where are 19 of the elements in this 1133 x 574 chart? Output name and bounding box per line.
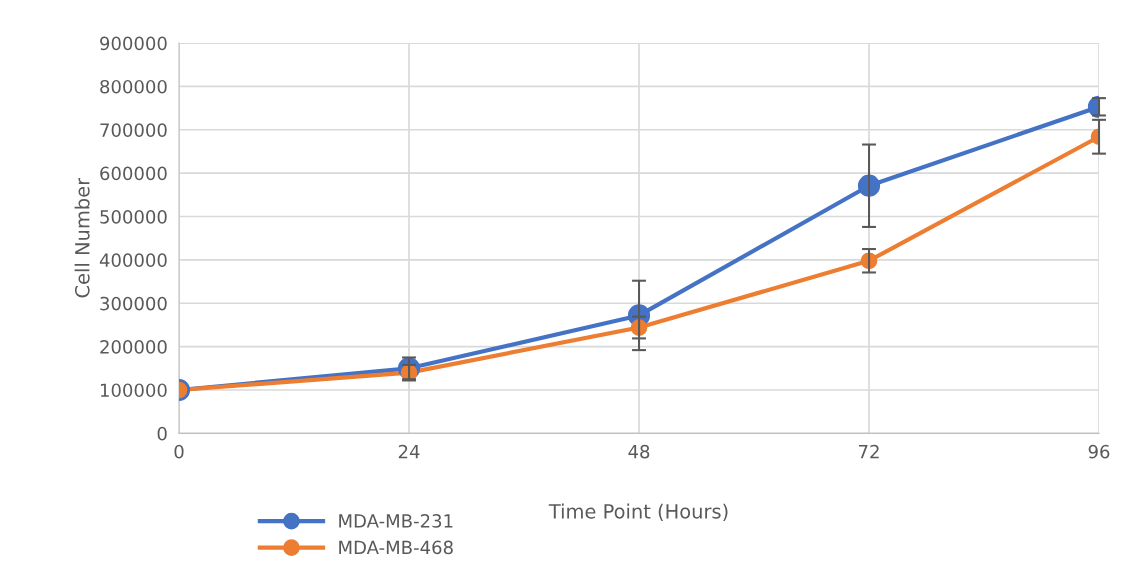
y-tick-label: 300000: [100, 296, 167, 311]
y-tick-label: 600000: [100, 166, 167, 181]
x-tick-label: 96: [1088, 444, 1110, 459]
y-tick-label: 0: [157, 426, 167, 441]
y-tick-label: 500000: [100, 209, 167, 224]
y-tick-label: 200000: [100, 340, 167, 354]
legend-label: MDA-MB-468: [339, 540, 453, 555]
x-tick-label: 0: [174, 444, 184, 459]
y-axis-title: Cell Number: [74, 177, 90, 298]
x-tick-label: 72: [859, 444, 879, 459]
y-tick-label: 400000: [99, 253, 167, 268]
x-axis-title: Time Point (Hours): [548, 503, 728, 521]
y-tick-label: 100000: [100, 383, 167, 398]
x-tick-label: 24: [398, 444, 420, 459]
y-tick-label: 900000: [100, 36, 167, 51]
y-tick-label: 800000: [100, 79, 167, 94]
y-tick-label: 700000: [100, 123, 167, 137]
x-tick-label: 48: [628, 444, 650, 459]
legend-label: MDA-MB-231: [339, 514, 453, 528]
